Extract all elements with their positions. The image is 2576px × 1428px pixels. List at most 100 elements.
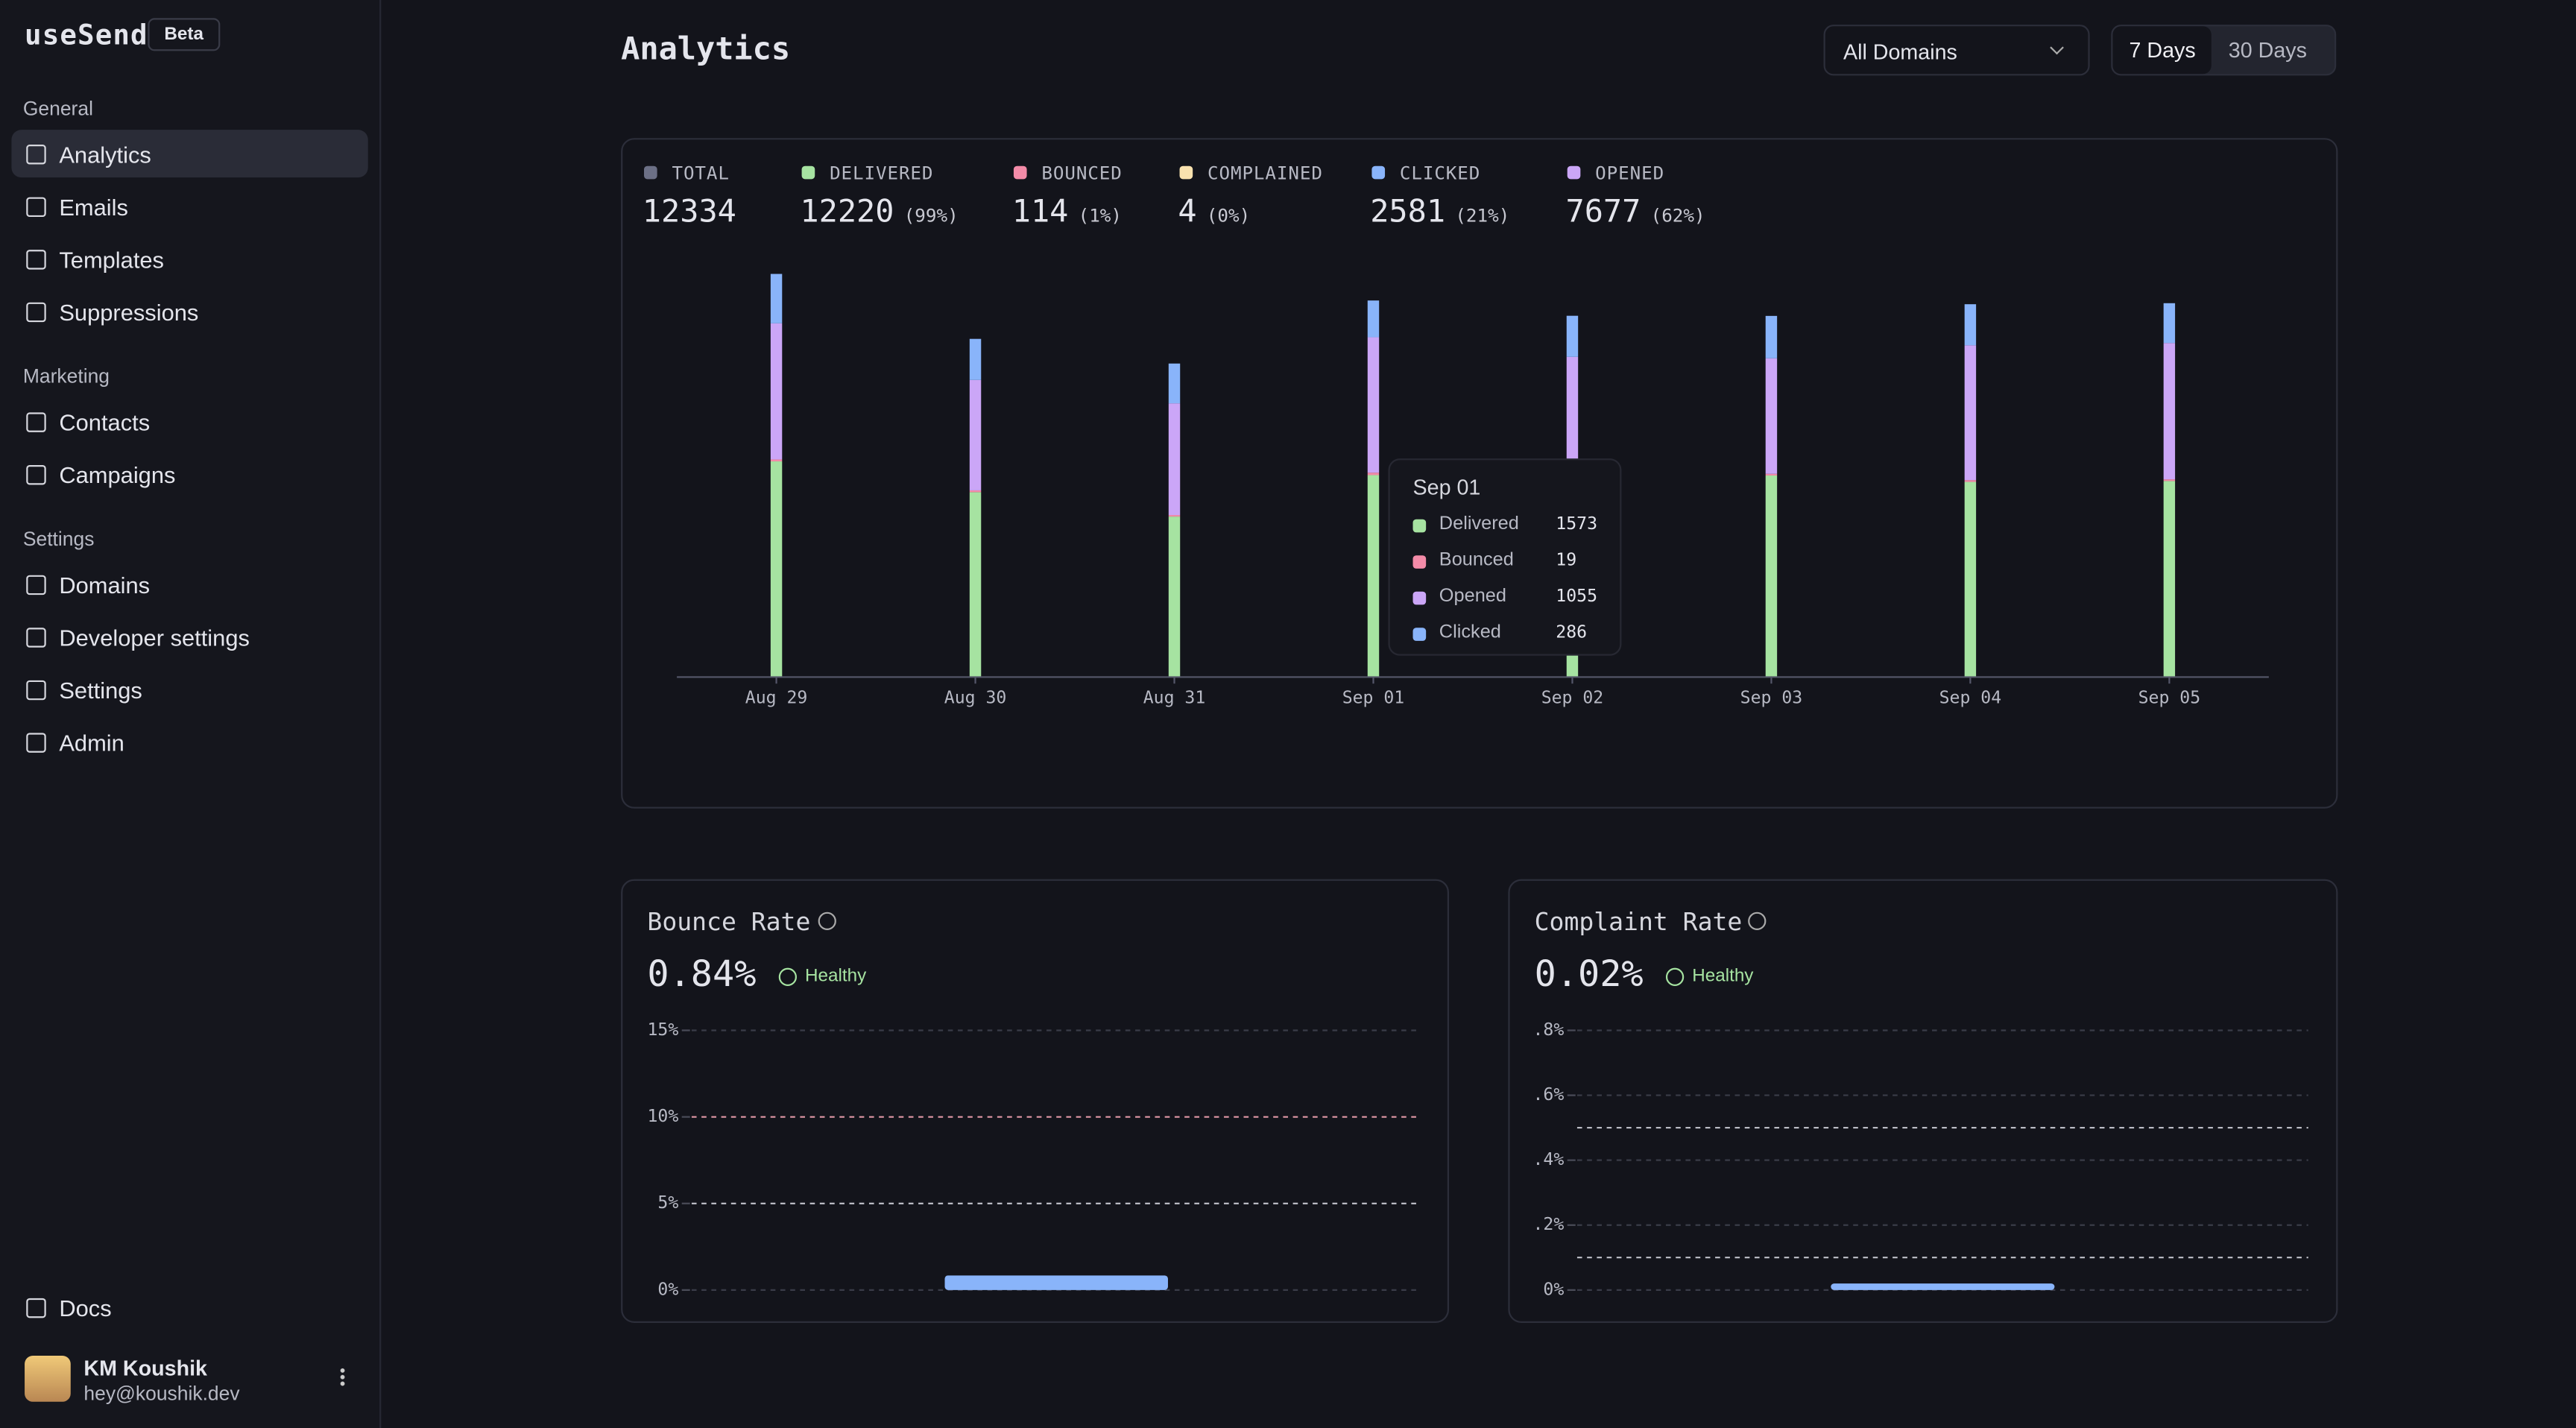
bar-segment [771,274,782,323]
bar [1831,1283,2054,1290]
nav-item[interactable]: Contacts [11,398,367,446]
bar-segment [1169,516,1180,677]
y-tick-label: .4% [1533,1150,1565,1169]
bar-segment [970,492,981,677]
nav-item[interactable]: Analytics [11,130,367,177]
bar-segment [1368,473,1379,475]
stat-percent: (99%) [904,206,959,227]
stat-percent: (1%) [1079,206,1122,227]
bar-segment [771,461,782,677]
nav-item[interactable]: Domains [11,560,367,608]
nav-item[interactable]: Emails [11,183,367,230]
stat-value: 114(1%) [1012,194,1122,230]
y-tick-label: 0% [1543,1280,1564,1299]
stat-number: 12220 [800,194,894,230]
bar-segment [2164,343,2175,479]
y-tick-label: 10% [648,1107,679,1126]
stat-swatch [1014,166,1027,180]
y-tick-label: 5% [657,1193,678,1213]
tooltip-row: Bounced19 [1413,551,1610,574]
x-tick-label: Aug 29 [745,689,808,708]
y-tick-label: .8% [1533,1020,1565,1040]
tooltip-swatch [1413,519,1427,533]
stat-number: 2581 [1370,194,1445,230]
y-tick-label: 15% [648,1020,679,1040]
nav-item[interactable]: Suppressions [11,288,367,335]
bar-segment [771,459,782,461]
range-toggle: 7 Days30 Days [2111,25,2336,75]
y-tick-label: .2% [1533,1215,1565,1234]
range-button[interactable]: 7 Days [2112,26,2212,74]
stat-label: Total [672,162,729,184]
tooltip-swatch [1413,555,1427,569]
bar-segment [1766,474,1777,476]
tooltip-value: 286 [1556,623,1587,642]
nav-item[interactable]: Admin [11,718,367,766]
user-menu[interactable] [340,1367,345,1386]
range-button[interactable]: 30 Days [2212,26,2323,74]
bar-segment [970,339,981,380]
x-tick-label: Aug 30 [944,689,1007,708]
nav-item[interactable]: Settings [11,666,367,713]
bar-segment [771,323,782,460]
bar-segment [970,490,981,492]
stat-value: 7677 (62%) [1566,194,1705,230]
bounce-card: Bounce Rate 0.84% Healthy 0%5%10%15% [621,879,1449,1323]
x-tick-label: Sep 03 [1740,689,1803,708]
bar-segment [1766,476,1777,677]
tooltip-name: Clicked [1439,623,1501,642]
x-tick-label: Sep 02 [1541,689,1604,708]
stat-percent: (0%) [1207,206,1250,227]
bar-segment [1169,364,1180,403]
domain-select[interactable]: All Domains [1824,25,2090,75]
bar-segment [1965,482,1976,677]
stat-label: Delivered [830,162,933,184]
stat-value: 12220 (99%) [800,194,958,230]
chart: 0%.2%.4%.6%.8% [1510,881,2337,1321]
bar-segment [970,380,981,490]
sidebar: useSend Beta GeneralAnalyticsEmailsTempl… [0,0,381,1428]
avatar [25,1356,71,1402]
tooltip-value: 1573 [1556,514,1597,534]
section-title: Settings [11,521,367,555]
nav-item[interactable]: Campaigns [11,450,367,498]
tooltip-value: 1055 [1556,587,1597,606]
badge: Beta [148,18,220,51]
bar-segment [1965,345,1976,480]
x-tick-label: Sep 04 [1939,689,2002,708]
tooltip-value: 19 [1556,551,1576,570]
tooltip-row: Opened1055 [1413,587,1610,610]
chart: 0%5%10%15% [622,881,1447,1321]
page-title: Analytics [621,31,790,68]
stat-value: 4 (0%) [1178,194,1250,230]
tooltip-name: Delivered [1439,514,1519,534]
tooltip-swatch [1413,628,1427,641]
bar-segment [2164,481,2175,677]
bar-segment [1368,475,1379,677]
stat-swatch [802,166,815,180]
stat-value: 2581(21%) [1370,194,1509,230]
brand: useSend [25,19,148,52]
bar-segment [1567,316,1578,357]
stat-percent: (62%) [1651,206,1705,227]
stat-number: 7677 [1566,194,1641,230]
stat-swatch [1180,166,1193,180]
complaint-card: Complaint Rate 0.02% Healthy 0%.2%.4%.6%… [1508,879,2337,1323]
tooltip-row: Delivered 1573 [1413,514,1610,537]
nav-item[interactable]: Developer settings [11,613,367,660]
docs-icon [26,1298,45,1318]
bar-segment [1766,316,1777,358]
stat-number: 4 [1178,194,1196,230]
bar-segment [1567,357,1578,462]
section-title: Marketing [11,358,367,393]
stat-label: Clicked [1400,162,1480,184]
tooltip-swatch [1413,592,1427,605]
tooltip: Sep 01 Delivered1573Bounced19Opened1055C… [1388,458,1621,656]
bar-segment [1169,515,1180,516]
bar-segment [1965,480,1976,481]
stat-number: 12334 [643,194,736,230]
nav-item[interactable]: Templates [11,235,367,282]
docs-link[interactable]: Docs [59,1295,111,1321]
stat-swatch [1371,166,1385,180]
